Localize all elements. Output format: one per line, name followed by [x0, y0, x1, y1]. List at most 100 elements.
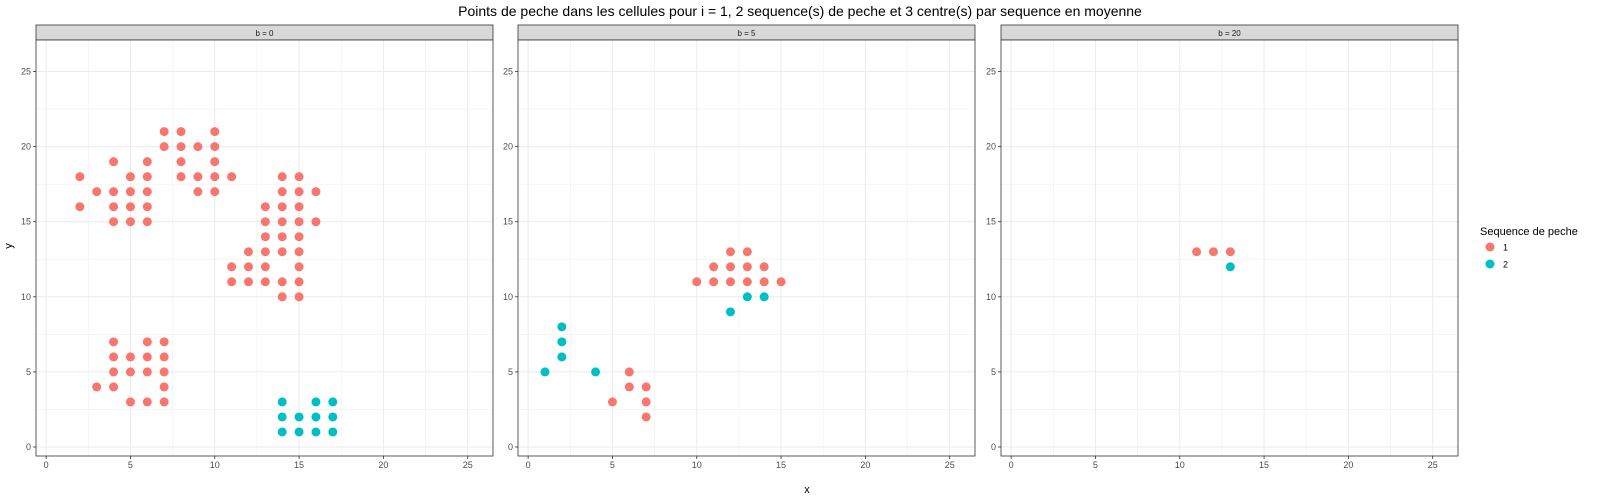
data-point-seq-1 — [75, 172, 85, 182]
data-point-seq-1 — [260, 232, 270, 242]
data-point-seq-1 — [109, 187, 119, 197]
legend-label: 2 — [1503, 260, 1508, 270]
data-point-seq-1 — [109, 367, 119, 377]
data-point-seq-1 — [1225, 247, 1235, 257]
data-point-seq-1 — [742, 247, 752, 257]
data-point-seq-1 — [159, 382, 169, 392]
data-point-seq-1 — [142, 397, 152, 407]
y-tick-label: 15 — [503, 217, 513, 227]
data-point-seq-1 — [759, 262, 769, 272]
data-point-seq-1 — [759, 277, 769, 287]
data-point-seq-1 — [125, 397, 135, 407]
data-point-seq-1 — [210, 127, 220, 137]
data-point-seq-2 — [557, 322, 567, 332]
legend: Sequence de peche 12 — [1480, 226, 1578, 270]
data-point-seq-1 — [260, 277, 270, 287]
x-tick-label: 0 — [1009, 460, 1014, 470]
data-point-seq-1 — [311, 187, 321, 197]
data-point-seq-2 — [294, 412, 304, 422]
data-point-seq-1 — [624, 367, 634, 377]
x-tick-label: 25 — [945, 460, 955, 470]
facet-strip-label: b = 5 — [737, 29, 756, 38]
data-point-seq-1 — [109, 157, 119, 167]
data-point-seq-1 — [277, 232, 287, 242]
panel-border — [35, 39, 494, 457]
data-point-seq-2 — [277, 427, 287, 437]
data-point-seq-1 — [243, 247, 253, 257]
data-point-seq-1 — [109, 337, 119, 347]
data-point-seq-2 — [311, 427, 321, 437]
data-point-seq-1 — [159, 367, 169, 377]
data-point-seq-1 — [125, 202, 135, 212]
data-point-seq-1 — [641, 382, 651, 392]
facet-strip-label: b = 0 — [255, 29, 274, 38]
data-point-seq-1 — [210, 172, 220, 182]
data-point-seq-1 — [742, 262, 752, 272]
data-point-seq-1 — [294, 202, 304, 212]
legend-key-seq-2 — [1485, 259, 1495, 269]
data-point-seq-1 — [142, 202, 152, 212]
data-point-seq-2 — [557, 337, 567, 347]
data-point-seq-1 — [210, 142, 220, 152]
data-point-seq-1 — [641, 397, 651, 407]
data-point-seq-1 — [142, 337, 152, 347]
data-point-seq-1 — [142, 187, 152, 197]
y-tick-label: 20 — [986, 142, 996, 152]
data-point-seq-1 — [294, 232, 304, 242]
data-point-seq-1 — [109, 217, 119, 227]
data-point-seq-1 — [277, 172, 287, 182]
data-point-seq-1 — [294, 292, 304, 302]
data-point-seq-1 — [624, 382, 634, 392]
data-point-seq-1 — [260, 262, 270, 272]
data-point-seq-1 — [142, 217, 152, 227]
data-point-seq-1 — [75, 202, 85, 212]
data-point-seq-1 — [1208, 247, 1218, 257]
x-tick-label: 25 — [1428, 460, 1438, 470]
x-axis-title: x — [804, 484, 810, 496]
legend-entries: 12 — [1485, 242, 1508, 270]
legend-title: Sequence de peche — [1480, 226, 1578, 238]
data-point-seq-1 — [277, 202, 287, 212]
data-point-seq-1 — [227, 262, 237, 272]
y-tick-label: 10 — [503, 292, 513, 302]
data-point-seq-1 — [725, 247, 735, 257]
y-tick-label: 20 — [21, 142, 31, 152]
x-tick-label: 20 — [1343, 460, 1353, 470]
data-point-seq-1 — [294, 172, 304, 182]
data-point-seq-1 — [159, 127, 169, 137]
data-point-seq-1 — [227, 172, 237, 182]
x-tick-label: 15 — [776, 460, 786, 470]
legend-label: 1 — [1503, 243, 1508, 253]
data-point-seq-1 — [1192, 247, 1202, 257]
data-point-seq-2 — [591, 367, 601, 377]
data-point-seq-1 — [260, 247, 270, 257]
data-point-seq-1 — [243, 262, 253, 272]
data-point-seq-1 — [142, 172, 152, 182]
data-point-seq-1 — [142, 157, 152, 167]
y-tick-label: 0 — [508, 442, 513, 452]
x-tick-label: 20 — [378, 460, 388, 470]
data-point-seq-1 — [92, 382, 102, 392]
data-point-seq-1 — [294, 277, 304, 287]
data-point-seq-1 — [260, 202, 270, 212]
data-point-seq-1 — [725, 262, 735, 272]
data-point-seq-1 — [176, 142, 186, 152]
data-point-seq-1 — [243, 277, 253, 287]
data-point-seq-1 — [641, 412, 651, 422]
y-tick-label: 25 — [503, 67, 513, 77]
data-point-seq-1 — [277, 187, 287, 197]
data-point-seq-2 — [311, 397, 321, 407]
data-point-seq-2 — [328, 427, 338, 437]
y-tick-label: 5 — [26, 367, 31, 377]
data-point-seq-1 — [193, 187, 203, 197]
data-point-seq-1 — [210, 187, 220, 197]
data-point-seq-2 — [328, 412, 338, 422]
y-tick-label: 5 — [508, 367, 513, 377]
x-tick-label: 10 — [1175, 460, 1185, 470]
data-point-seq-1 — [277, 217, 287, 227]
y-tick-label: 25 — [986, 67, 996, 77]
data-point-seq-1 — [125, 172, 135, 182]
data-point-seq-2 — [742, 292, 752, 302]
data-point-seq-1 — [607, 397, 617, 407]
